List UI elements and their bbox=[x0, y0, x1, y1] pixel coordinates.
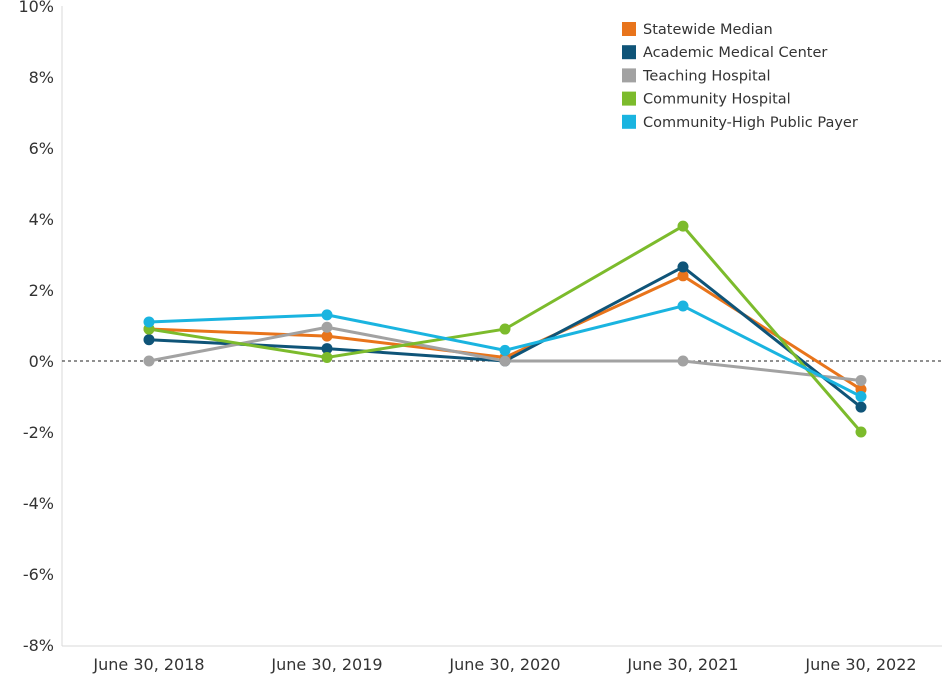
data-point bbox=[499, 323, 511, 335]
y-tick-label: -2% bbox=[23, 423, 54, 442]
data-point bbox=[855, 401, 867, 413]
data-point bbox=[143, 334, 155, 346]
x-axis-ticks: June 30, 2018 June 30, 2019 June 30, 2020 J… bbox=[92, 655, 916, 674]
y-tick-label: 2% bbox=[29, 281, 54, 300]
legend-swatch bbox=[622, 114, 636, 129]
y-tick-label: 6% bbox=[29, 139, 54, 158]
data-point bbox=[677, 270, 689, 282]
legend: Statewide Median Academic Medical Center T… bbox=[622, 22, 858, 131]
legend-label: Teaching Hospital bbox=[642, 68, 771, 84]
data-point bbox=[321, 351, 333, 363]
data-point bbox=[677, 261, 689, 273]
data-point bbox=[321, 321, 333, 333]
legend-swatch bbox=[622, 91, 636, 106]
legend-swatch bbox=[622, 45, 636, 60]
legend-swatch bbox=[622, 22, 636, 36]
legend-label: Statewide Median bbox=[643, 22, 773, 38]
y-tick-label: 8% bbox=[29, 68, 54, 87]
data-point bbox=[677, 220, 689, 232]
data-point bbox=[143, 316, 155, 328]
y-tick-label: -6% bbox=[23, 565, 54, 584]
data-point bbox=[855, 426, 867, 438]
y-tick-label: 0% bbox=[29, 352, 54, 371]
series-points bbox=[143, 220, 867, 438]
data-point bbox=[855, 375, 867, 387]
y-axis-ticks: -8% -6% -4% -2% 0% 2% 4% 6% 8% 10% bbox=[18, 0, 54, 655]
data-point bbox=[143, 355, 155, 367]
data-point bbox=[499, 355, 511, 367]
legend-label: Academic Medical Center bbox=[643, 45, 827, 61]
legend-label: Community Hospital bbox=[643, 92, 791, 108]
y-tick-label: 10% bbox=[18, 0, 54, 16]
y-tick-label: -4% bbox=[23, 494, 54, 513]
x-tick-label: June 30, 2019 bbox=[270, 655, 382, 674]
data-point bbox=[677, 300, 689, 312]
series-line bbox=[148, 265, 862, 409]
data-point bbox=[677, 355, 689, 367]
x-tick-label: June 30, 2018 bbox=[92, 655, 204, 674]
legend-label: Community-High Public Payer bbox=[643, 115, 858, 131]
data-point bbox=[321, 343, 333, 355]
y-tick-label: 4% bbox=[29, 210, 54, 229]
data-point bbox=[321, 309, 333, 321]
x-tick-label: June 30, 2022 bbox=[804, 655, 916, 674]
x-tick-label: June 30, 2020 bbox=[448, 655, 560, 674]
y-tick-label: -8% bbox=[23, 636, 54, 655]
data-point bbox=[855, 391, 867, 402]
data-point bbox=[321, 330, 333, 342]
x-tick-label: June 30, 2021 bbox=[626, 655, 738, 674]
data-point bbox=[499, 344, 511, 356]
legend-swatch bbox=[622, 68, 636, 83]
